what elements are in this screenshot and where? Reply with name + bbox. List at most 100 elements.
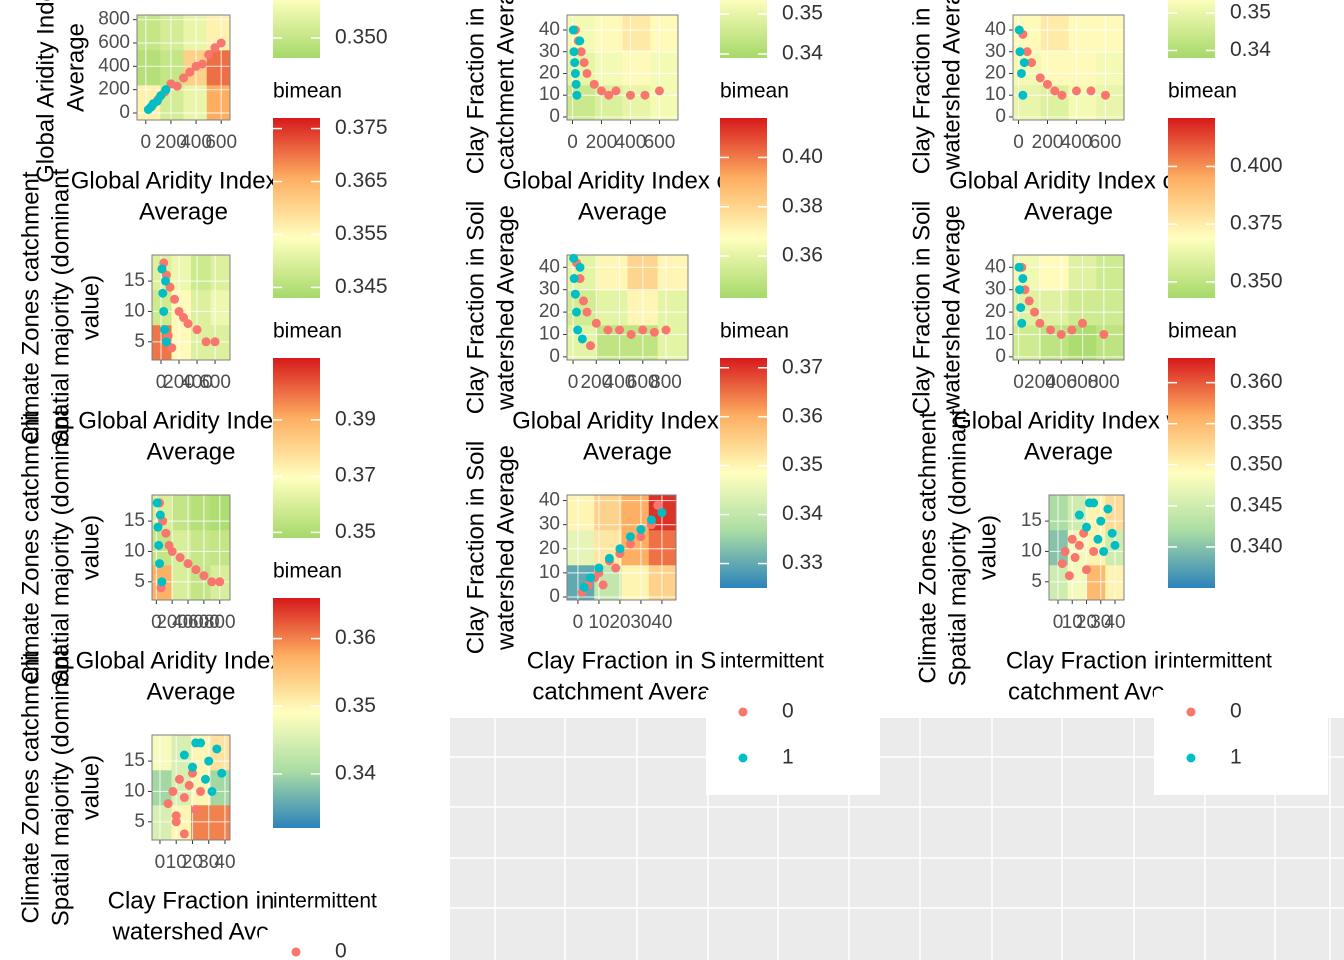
point <box>636 532 646 542</box>
y-tick-label: 10 <box>985 323 1006 344</box>
x-axis-label: Global Aridity Index c <box>78 407 303 434</box>
x-axis-label: catchment Avera <box>532 678 711 705</box>
x-tick-label: 10 <box>166 852 187 873</box>
x-axis-label: Average <box>1024 438 1113 465</box>
legend-title: bimean <box>273 320 342 343</box>
point <box>603 325 613 335</box>
point <box>179 750 189 760</box>
heat-tile <box>1068 50 1097 86</box>
legend-key <box>738 707 748 717</box>
y-tick-label: 20 <box>539 301 560 322</box>
point <box>646 515 656 525</box>
colorbar-label: 0.34 <box>1230 38 1271 61</box>
heat-tile <box>1040 255 1069 291</box>
x-tick-label: 400 <box>615 132 647 153</box>
heat-tile <box>567 85 596 121</box>
heat-tile <box>657 290 689 326</box>
y-tick-label: 5 <box>134 331 145 352</box>
point <box>577 334 587 344</box>
x-tick-label: 20 <box>609 612 630 633</box>
point <box>1089 546 1099 556</box>
colorbar <box>1168 118 1215 298</box>
y-tick-label: 0 <box>549 106 560 127</box>
heat-tile <box>1096 15 1125 51</box>
heat-tile <box>1096 85 1125 121</box>
point <box>640 90 650 100</box>
point <box>160 325 170 335</box>
colorbar <box>273 118 320 298</box>
y-tick-label: 10 <box>124 540 145 561</box>
heat-tile <box>191 530 211 566</box>
y-axis-label: Climate Zones catchment <box>17 171 44 443</box>
point <box>594 563 604 573</box>
point <box>654 86 664 96</box>
heat-tile <box>191 255 211 291</box>
y-tick-label: 0 <box>119 102 130 123</box>
y-tick-label: 0 <box>995 106 1006 127</box>
heat-tile <box>171 325 192 361</box>
y-tick-label: 15 <box>1021 510 1042 531</box>
point <box>1018 90 1028 100</box>
point <box>196 786 206 796</box>
y-tick-label: 30 <box>985 41 1006 62</box>
heat-tile <box>210 290 231 326</box>
y-tick-label: 5 <box>134 571 145 592</box>
legend-label: 0 <box>782 700 794 723</box>
point <box>191 805 201 815</box>
point <box>653 500 663 510</box>
colorbar-label: 0.340 <box>1230 534 1283 557</box>
x-axis-label: Clay Fraction in S <box>527 647 716 674</box>
point <box>172 81 182 91</box>
point <box>570 58 580 68</box>
point <box>604 90 614 100</box>
point <box>1050 86 1060 96</box>
x-axis-label: Global Aridity Index w <box>953 407 1184 434</box>
colorbar-label: 0.36 <box>782 244 823 267</box>
x-tick-label: 200 <box>580 372 612 393</box>
point <box>1017 318 1027 328</box>
point-legend-title: intermittent <box>273 890 377 913</box>
point-legend-title: intermittent <box>720 650 824 673</box>
point <box>1099 329 1109 339</box>
heat-tile <box>206 50 231 86</box>
point-legend-box <box>1154 690 1328 795</box>
colorbar-label: 0.37 <box>335 464 376 487</box>
colorbar-label: 0.375 <box>335 116 388 139</box>
point <box>216 38 226 48</box>
heat-tile <box>137 50 161 86</box>
point-legend-box <box>259 930 433 960</box>
point <box>192 325 202 335</box>
point <box>191 565 201 575</box>
point <box>657 508 667 518</box>
heat-tile <box>210 530 231 566</box>
legend-title: bimean <box>720 320 789 343</box>
point <box>204 756 214 766</box>
point <box>1035 318 1045 328</box>
colorbar-label: 0.35 <box>782 2 823 25</box>
heat-tile <box>1040 50 1069 86</box>
point <box>638 325 648 335</box>
y-tick-label: 15 <box>124 510 145 531</box>
point <box>175 553 185 563</box>
heat-tile <box>1040 290 1069 326</box>
x-axis-label: watershed Ave <box>112 918 270 945</box>
x-tick-label: 0 <box>1053 612 1064 633</box>
y-tick-label: 400 <box>98 55 130 76</box>
point <box>163 799 173 809</box>
x-tick-label: 30 <box>630 612 651 633</box>
point <box>161 528 171 538</box>
colorbar-label: 0.350 <box>1230 452 1283 475</box>
x-tick-label: 30 <box>198 852 219 873</box>
panel-border <box>566 494 677 601</box>
heat-tile <box>622 50 651 86</box>
heat-tile <box>183 85 208 121</box>
y-tick-label: 20 <box>985 301 1006 322</box>
x-axis-label: Average <box>583 438 672 465</box>
colorbar-label: 0.38 <box>782 194 823 217</box>
colorbar-label: 0.34 <box>782 42 823 65</box>
legend-label: 0 <box>1230 700 1242 723</box>
point <box>179 829 189 839</box>
panel-border <box>151 494 231 601</box>
